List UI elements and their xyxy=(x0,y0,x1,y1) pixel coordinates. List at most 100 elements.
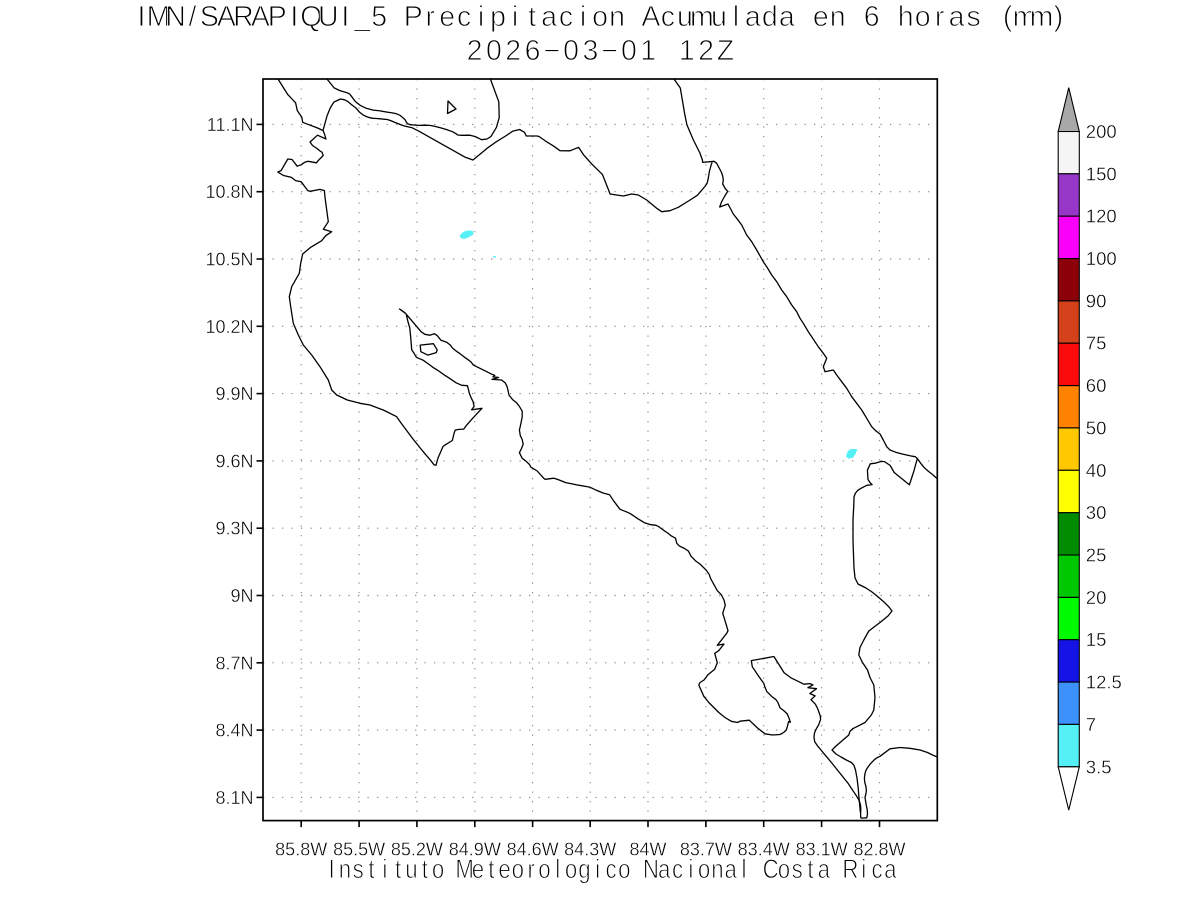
svg-text:e: e xyxy=(813,1,829,33)
svg-text:m: m xyxy=(1030,1,1054,33)
svg-text:a: a xyxy=(818,855,831,884)
svg-text:d: d xyxy=(762,1,778,33)
svg-text:u: u xyxy=(711,1,727,33)
svg-text:P: P xyxy=(268,1,287,33)
svg-text:c: c xyxy=(672,855,683,884)
svg-text:i: i xyxy=(382,855,387,884)
svg-text:3.5: 3.5 xyxy=(1086,756,1112,777)
svg-text:84.6W: 84.6W xyxy=(507,840,559,860)
svg-text:i: i xyxy=(861,855,866,884)
svg-text:t: t xyxy=(422,855,428,884)
svg-text:a: a xyxy=(725,855,738,884)
svg-text:r: r xyxy=(528,855,535,884)
svg-text:i: i xyxy=(478,1,484,33)
svg-text:A: A xyxy=(217,1,236,33)
svg-text:84W: 84W xyxy=(629,840,666,860)
svg-text:t: t xyxy=(368,855,374,884)
svg-text:9.3N: 9.3N xyxy=(215,519,253,539)
svg-text:a: a xyxy=(949,1,965,33)
svg-text:8.1N: 8.1N xyxy=(215,788,253,808)
svg-text:7: 7 xyxy=(1086,714,1096,735)
svg-text:30: 30 xyxy=(1086,502,1107,523)
svg-text:9N: 9N xyxy=(230,586,253,606)
svg-text:82.8W: 82.8W xyxy=(853,840,905,860)
svg-text:5: 5 xyxy=(371,1,387,33)
svg-text:g: g xyxy=(578,855,590,884)
svg-text:i: i xyxy=(688,855,693,884)
svg-text:o: o xyxy=(592,1,608,33)
svg-text:i: i xyxy=(580,1,586,33)
svg-text:m: m xyxy=(1013,1,1037,33)
svg-text:/: / xyxy=(188,1,196,33)
svg-text:11.1N: 11.1N xyxy=(207,115,254,135)
svg-text:p: p xyxy=(490,1,506,33)
svg-text:84.3W: 84.3W xyxy=(564,840,616,860)
svg-text:I: I xyxy=(290,1,298,33)
svg-text:e: e xyxy=(439,1,455,33)
svg-text:a: a xyxy=(541,1,557,33)
svg-text:t: t xyxy=(488,855,494,884)
svg-text:l: l xyxy=(733,1,739,33)
svg-text:60: 60 xyxy=(1086,375,1107,396)
svg-text:o: o xyxy=(778,855,790,884)
svg-text:85.5W: 85.5W xyxy=(333,840,385,860)
svg-text:85.2W: 85.2W xyxy=(391,840,443,860)
svg-text:r: r xyxy=(935,1,945,33)
svg-text:o: o xyxy=(538,855,550,884)
svg-text:2: 2 xyxy=(467,35,483,67)
svg-text:0: 0 xyxy=(563,35,579,67)
svg-text:2: 2 xyxy=(698,35,714,67)
svg-text:s: s xyxy=(792,855,803,884)
svg-text:6: 6 xyxy=(864,1,880,33)
svg-text:N: N xyxy=(643,855,659,884)
svg-text:83.7W: 83.7W xyxy=(680,840,732,860)
svg-text:−: − xyxy=(601,35,618,67)
svg-text:c: c xyxy=(661,1,675,33)
svg-text:r: r xyxy=(425,1,435,33)
svg-text:U: U xyxy=(318,1,339,33)
svg-text:a: a xyxy=(745,1,761,33)
svg-text:R: R xyxy=(233,1,254,33)
svg-text:o: o xyxy=(618,855,630,884)
svg-text:u: u xyxy=(405,855,417,884)
svg-text:1: 1 xyxy=(679,35,695,67)
svg-text:c: c xyxy=(871,855,882,884)
svg-text:(: ( xyxy=(1003,1,1013,33)
svg-text:s: s xyxy=(966,1,980,33)
svg-text:_: _ xyxy=(353,1,371,33)
svg-text:i: i xyxy=(595,855,600,884)
svg-text:150: 150 xyxy=(1086,163,1117,184)
svg-text:l: l xyxy=(742,855,747,884)
svg-text:8.7N: 8.7N xyxy=(215,653,253,673)
svg-text:12.5: 12.5 xyxy=(1086,672,1122,693)
svg-text:o: o xyxy=(698,855,710,884)
svg-text:A: A xyxy=(251,1,270,33)
svg-text:c: c xyxy=(605,855,616,884)
svg-text:i: i xyxy=(512,1,518,33)
svg-text:a: a xyxy=(658,855,671,884)
svg-text:85.8W: 85.8W xyxy=(275,840,327,860)
svg-text:2: 2 xyxy=(505,35,521,67)
svg-text:6: 6 xyxy=(525,35,541,67)
svg-text:1: 1 xyxy=(640,35,656,67)
svg-text:n: n xyxy=(339,855,351,884)
svg-text:10.2N: 10.2N xyxy=(205,317,253,337)
svg-text:C: C xyxy=(763,855,779,884)
svg-text:a: a xyxy=(779,1,795,33)
svg-text:o: o xyxy=(565,855,577,884)
svg-text:75: 75 xyxy=(1086,333,1107,354)
svg-text:8.4N: 8.4N xyxy=(215,721,253,741)
svg-text:Z: Z xyxy=(717,35,734,67)
svg-text:c: c xyxy=(457,1,471,33)
svg-text:15: 15 xyxy=(1086,629,1107,650)
svg-text:): ) xyxy=(1054,1,1064,33)
svg-text:83.1W: 83.1W xyxy=(796,840,848,860)
svg-text:10.5N: 10.5N xyxy=(205,250,253,270)
svg-text:n: n xyxy=(609,1,625,33)
svg-text:S: S xyxy=(200,1,219,33)
svg-text:M: M xyxy=(147,1,171,33)
svg-text:I: I xyxy=(138,1,146,33)
svg-text:I: I xyxy=(329,855,335,884)
svg-text:25: 25 xyxy=(1086,545,1107,566)
svg-text:100: 100 xyxy=(1086,248,1117,269)
